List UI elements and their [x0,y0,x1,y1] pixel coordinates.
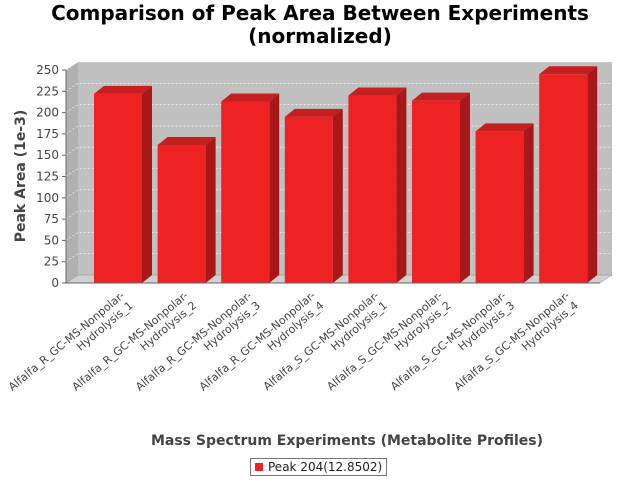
bar-top [221,93,280,102]
bar-side [396,87,407,283]
legend-swatch [255,463,263,471]
x-tick-label-line: Alfalfa_R_GC-MS-Nonpolar- [6,289,127,394]
bar-front [94,93,142,283]
grid-lines [65,61,612,262]
y-tick-label: 225 [36,84,59,98]
x-axis: Alfalfa_R_GC-MS-Nonpolar-Hydrolysis_1Alf… [6,282,600,394]
bar-5 [348,87,407,283]
bar-front [157,144,206,283]
bar-top [157,136,216,145]
y-tick-label: 250 [36,63,59,77]
bar-7 [475,123,534,284]
y-tick-label: 125 [36,170,59,184]
bar-6 [412,92,470,283]
y-tick-label: 150 [36,148,59,162]
bar-side [523,123,534,284]
bar-side [460,92,470,283]
y-axis-title: Peak Area (1e-3) [13,110,29,243]
bar-top [475,123,534,132]
bar-3 [221,93,280,283]
bar-2 [157,136,216,283]
grid-line [65,189,612,199]
grid-line [65,146,612,156]
bar-1 [94,85,152,283]
grid-line [65,125,612,135]
bar-side [269,93,280,283]
grid-line [65,210,612,220]
bar-front [412,100,460,283]
y-axis: 0 25 50 75 100 125 150 175 200 225 250 [36,63,67,290]
bar-side [587,66,598,283]
x-axis-title: Mass Spectrum Experiments (Metabolite Pr… [151,433,543,449]
bar-top [412,92,470,101]
bar-top [539,66,598,75]
plot-left-wall [66,62,78,283]
bar-front [475,131,524,283]
grid-line [65,104,612,113]
bar-4 [284,108,343,283]
chart-subtitle: (normalized) [248,24,392,48]
y-tick-label: 200 [36,106,59,120]
y-tick-label: 25 [44,255,59,269]
chart-title: Comparison of Peak Area Between Experime… [0,2,640,48]
y-tick-label: 0 [51,276,59,290]
grid-line [65,232,612,241]
bars [94,66,598,284]
bar-top [284,108,343,117]
y-tick-label: 75 [44,212,59,226]
legend: Peak 204(12.8502) [250,458,388,476]
bar-front [348,95,397,283]
bar-chart: 0 25 50 75 100 125 150 175 200 225 250 Alfalfa_R_G… [6,61,613,449]
bar-side [332,108,343,283]
bar-front [284,116,333,283]
y-tick-label: 175 [36,127,59,141]
grid-line [65,83,612,92]
grid-line [65,253,612,262]
grid-line [65,168,612,177]
y-tick-label: 50 [44,233,59,247]
chart-title-main: Comparison of Peak Area Between Experime… [51,1,589,25]
grid-line [65,61,612,71]
bar-top [94,85,152,94]
bar-front [539,74,588,283]
legend-label: Peak 204(12.8502) [268,460,383,474]
y-tick-label: 100 [36,191,59,205]
bar-side [205,136,216,283]
bar-top [348,87,407,96]
bar-front [221,101,270,283]
bar-side [142,85,152,283]
bar-8 [539,66,598,283]
